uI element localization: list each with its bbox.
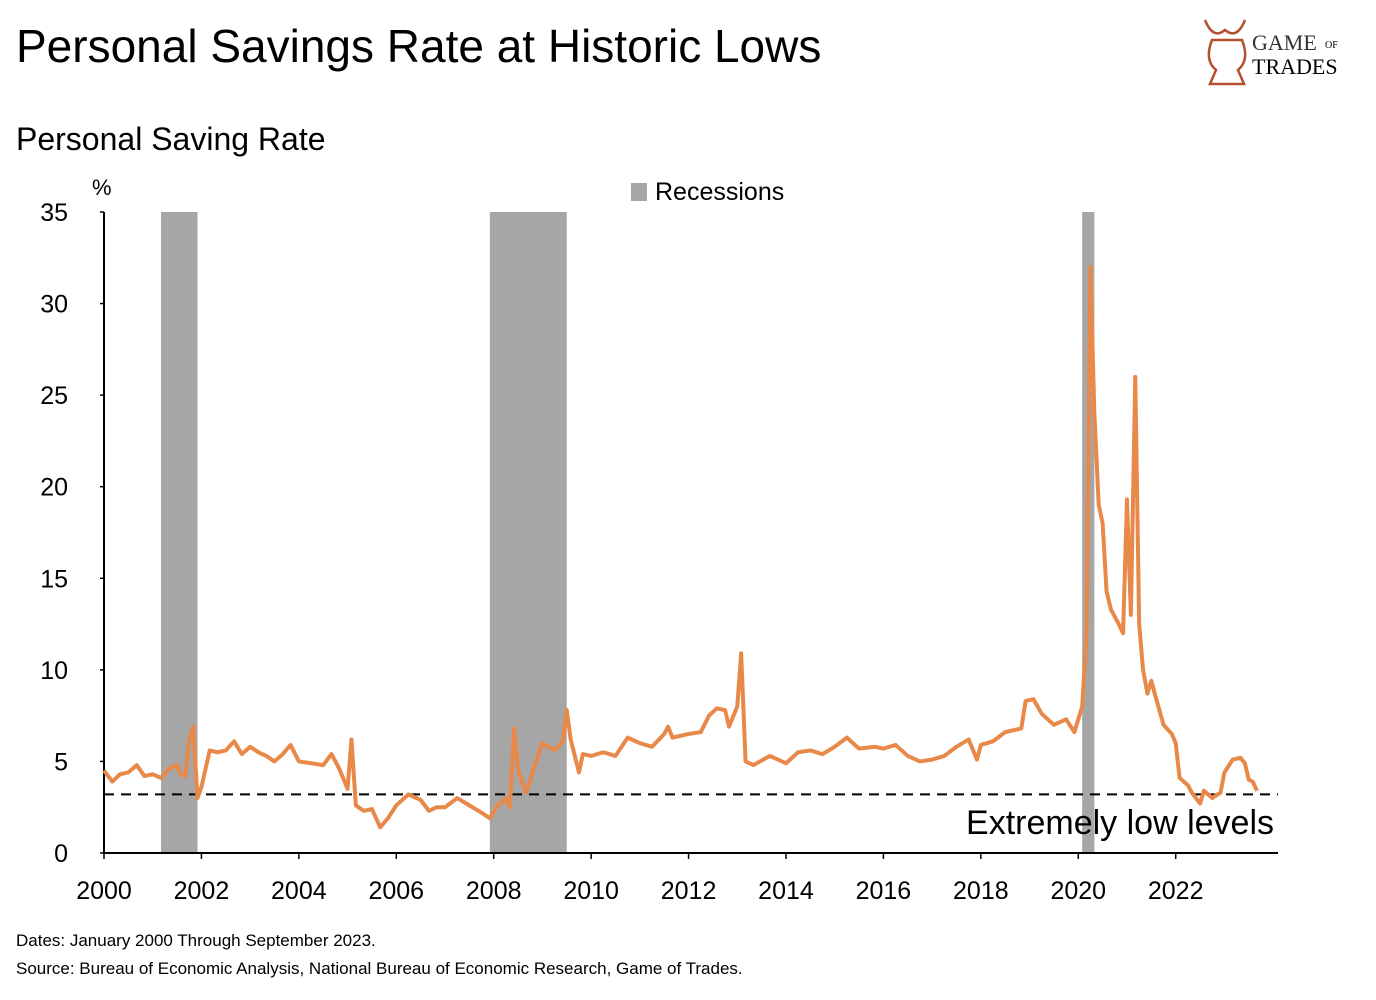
x-tick-label: 2018	[953, 877, 1009, 905]
y-axis-label: %	[92, 175, 112, 200]
recession-band	[489, 212, 567, 853]
x-tick-label: 2020	[1050, 877, 1106, 905]
footnote: Source: Bureau of Economic Analysis, Nat…	[16, 959, 743, 978]
x-tick-label: 2006	[368, 877, 424, 905]
y-tick-label: 0	[54, 840, 68, 868]
chart-title: Personal Savings Rate at Historic Lows	[16, 20, 821, 72]
logo: GAME OF TRADES	[1203, 19, 1338, 86]
annotation: Extremely low levels	[966, 804, 1274, 842]
logo-text: TRADES	[1252, 54, 1338, 79]
logo-text: GAME	[1252, 30, 1317, 55]
x-tick-label: 2004	[271, 877, 327, 905]
logo-text: OF	[1325, 40, 1338, 51]
footnote: Dates: January 2000 Through September 20…	[16, 931, 376, 950]
legend-label: Recessions	[655, 178, 784, 206]
y-tick-label: 20	[40, 474, 68, 502]
x-tick-label: 2008	[466, 877, 522, 905]
x-tick-label: 2000	[76, 877, 132, 905]
chart-subtitle: Personal Saving Rate	[16, 121, 326, 157]
y-tick-label: 25	[40, 382, 68, 410]
y-tick-label: 15	[40, 565, 68, 593]
logo-icon	[1203, 19, 1247, 86]
x-tick-label: 2016	[856, 877, 912, 905]
line-series	[102, 264, 1259, 830]
y-tick-label: 10	[40, 657, 68, 685]
y-tick-label: 35	[40, 199, 68, 227]
legend-swatch	[631, 183, 647, 201]
y-tick-label: 30	[40, 291, 68, 319]
x-tick-label: 2002	[174, 877, 230, 905]
x-tick-label: 2014	[758, 877, 814, 905]
x-tick-label: 2022	[1148, 877, 1204, 905]
x-tick-label: 2010	[563, 877, 619, 905]
x-tick-label: 2012	[661, 877, 717, 905]
recession-band	[160, 212, 198, 853]
y-tick-label: 5	[54, 748, 68, 776]
